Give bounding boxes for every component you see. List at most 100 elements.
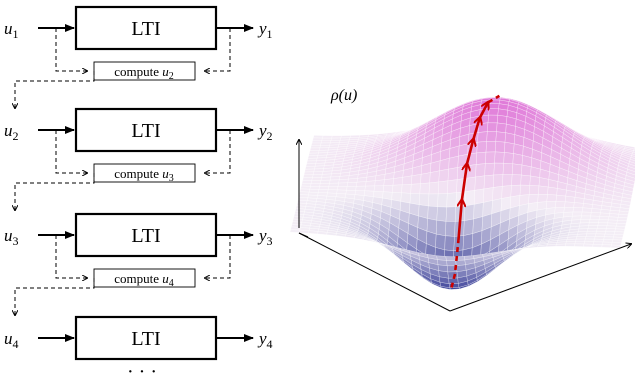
- surface-patch: [592, 241, 604, 245]
- surface-patch: [583, 243, 594, 248]
- surface-patch: [427, 205, 438, 221]
- surface-patch: [438, 180, 449, 195]
- surface-patch: [538, 185, 549, 195]
- compute-var: u: [162, 271, 169, 286]
- surface-patch: [298, 229, 310, 234]
- input-var: u: [4, 121, 13, 140]
- continuation-dots: · · ·: [127, 361, 157, 381]
- depth-axis-tick: [298, 232, 309, 238]
- surface-patch: [564, 201, 575, 208]
- input-label: u4: [4, 329, 19, 351]
- path-step: [478, 102, 488, 119]
- surface-patch: [320, 140, 332, 144]
- surface-patch: [420, 172, 431, 184]
- surface-patch: [484, 162, 495, 176]
- surface-patch: [504, 141, 515, 154]
- surface-patch: [435, 233, 446, 251]
- surface-patch: [318, 189, 329, 194]
- surface-patch: [589, 215, 601, 220]
- output-label: y3: [257, 226, 273, 248]
- surface-patch: [411, 174, 422, 185]
- surface-patch: [555, 201, 566, 208]
- surface-patch: [565, 241, 576, 245]
- surface-patch: [494, 151, 505, 164]
- surface-patch: [487, 114, 498, 124]
- output-label: y1: [257, 19, 273, 41]
- surface-patch: [606, 225, 617, 230]
- surface-patch: [447, 167, 458, 182]
- lti-label: LTI: [131, 225, 160, 247]
- next-input-dashed: [15, 71, 95, 108]
- output-sub: 4: [267, 337, 273, 351]
- surface-patch: [436, 255, 447, 261]
- surface-patch: [529, 185, 540, 195]
- surface-patch: [585, 233, 597, 237]
- surface-patch: [374, 179, 385, 187]
- surface-patch: [575, 238, 586, 242]
- surface-patch: [446, 192, 457, 208]
- surface-patch: [474, 188, 485, 205]
- surface-patch: [483, 174, 494, 190]
- surface-patch: [497, 115, 508, 125]
- block-row-4: u4 LTI y4: [4, 315, 273, 361]
- surface-patch: [598, 219, 609, 224]
- surface-patch: [355, 185, 366, 191]
- lti-label: LTI: [131, 328, 160, 350]
- surface-patch: [410, 183, 421, 194]
- surface-patch: [310, 145, 321, 149]
- surface-patch: [485, 141, 496, 153]
- surface-patch: [448, 155, 459, 170]
- output-sub: 3: [267, 234, 273, 248]
- surface-patch: [308, 230, 319, 235]
- surface-patch: [346, 186, 357, 191]
- surface-patch: [364, 185, 375, 192]
- surface-patch: [474, 175, 485, 191]
- surface-patch: [575, 236, 587, 240]
- surface-patch: [329, 176, 341, 181]
- surface-patch: [464, 204, 475, 221]
- surface-patch: [437, 193, 448, 208]
- surface-patch: [511, 174, 522, 186]
- input-tap-dashed: [55, 130, 87, 173]
- compute-sub: 4: [169, 278, 174, 289]
- compute-group: compute u4: [15, 235, 231, 315]
- surface-patch: [493, 162, 504, 176]
- surface-patch: [631, 153, 635, 157]
- path-end-dashed: [487, 94, 501, 104]
- surface-patch: [327, 186, 339, 191]
- surface-patch: [310, 180, 322, 184]
- surface-patch: [629, 159, 635, 164]
- surface-patch: [573, 202, 584, 208]
- surface-patch: [401, 184, 412, 194]
- surface-patch: [502, 174, 513, 187]
- compute-var: u: [162, 166, 169, 181]
- surface-patch: [302, 177, 313, 181]
- surface-patch: [495, 141, 506, 153]
- surface-patch: [546, 194, 557, 202]
- surface-patch: [310, 183, 321, 187]
- surface-patch: [330, 137, 342, 141]
- surface-patch: [301, 180, 313, 184]
- input-sub: 2: [13, 129, 19, 143]
- compute-sub: 2: [169, 71, 174, 82]
- surface-patch: [303, 171, 315, 175]
- surface-patch: [311, 142, 322, 146]
- surface-patch: [604, 233, 615, 238]
- next-input-dashed: [15, 173, 95, 210]
- output-tap-dashed: [205, 130, 231, 173]
- surface-patch: [572, 211, 583, 217]
- surface-patch: [496, 122, 507, 133]
- path-start-dashed: [450, 239, 460, 288]
- compute-label: compute u4: [114, 271, 174, 289]
- surface-patch: [528, 194, 539, 204]
- surface-patch: [392, 177, 403, 186]
- surface-patch: [444, 235, 455, 251]
- surface-patch: [608, 216, 619, 221]
- output-tap-dashed: [205, 28, 231, 71]
- surface-patch: [465, 176, 476, 192]
- surface-patch: [604, 231, 616, 235]
- surface-patch: [337, 186, 348, 191]
- depth-axis: [298, 232, 451, 312]
